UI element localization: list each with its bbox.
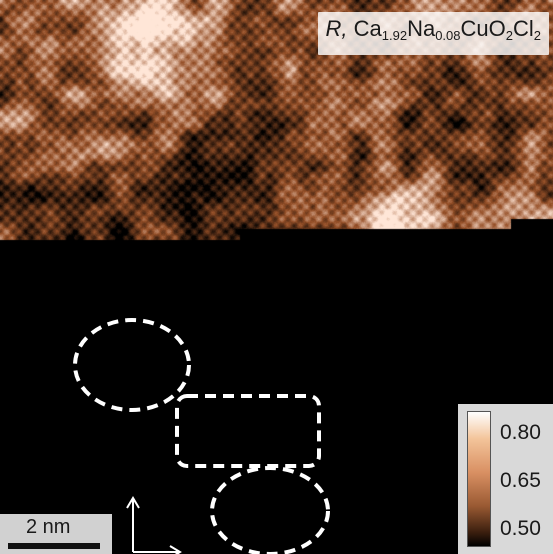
- formula-cuo: CuO: [460, 16, 506, 41]
- scale-bar-panel: 2 nm: [0, 514, 112, 554]
- formula-cuo-sub: 2: [505, 28, 513, 43]
- dashed-rectangle-center: [175, 394, 321, 468]
- formula-ca-sub: 1.92: [381, 28, 408, 43]
- colorbar-panel: 0.80 0.65 0.50: [458, 404, 553, 554]
- dashed-ellipse-bottom: [210, 466, 330, 554]
- dashed-ellipse-left: [73, 318, 191, 412]
- lattice-axes-arrows: [126, 496, 182, 554]
- compound-title: R, Ca1.92Na0.08CuO2Cl2: [317, 12, 549, 55]
- formula-cl: Cl: [512, 16, 534, 41]
- formula-cl-sub: 2: [533, 28, 541, 43]
- scale-bar: [8, 543, 100, 549]
- title-prefix: R,: [325, 16, 348, 41]
- colorbar-tick-high: 0.80: [500, 421, 541, 444]
- scale-bar-label: 2 nm: [26, 516, 71, 538]
- formula-ca: Ca: [353, 16, 382, 41]
- formula-na-sub: 0.08: [435, 28, 461, 43]
- colorbar-tick-low: 0.50: [500, 517, 541, 540]
- colorbar-gradient: [467, 411, 491, 547]
- colorbar-tick-mid: 0.65: [500, 469, 541, 492]
- formula-na: Na: [407, 16, 436, 41]
